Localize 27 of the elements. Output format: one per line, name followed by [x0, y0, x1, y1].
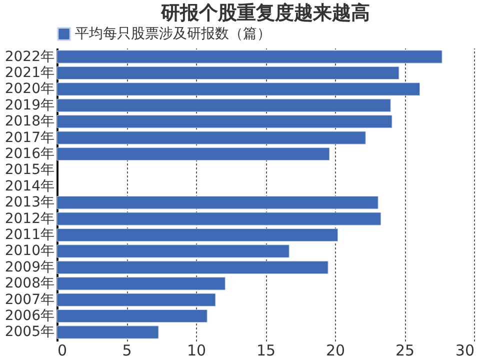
y-tick-label: 2015年 — [4, 162, 54, 178]
x-tick-label: 30 — [455, 342, 474, 360]
y-tick-label: 2021年 — [4, 64, 54, 81]
chart-title: 研报个股重复度越来越高 — [160, 2, 370, 24]
x-tick-label: 25 — [395, 342, 415, 360]
x-tick-label: 0 — [58, 342, 68, 360]
y-tick-label: 2016年 — [4, 146, 54, 162]
y-tick-label: 2007年 — [4, 292, 54, 308]
x-tick-label: 10 — [186, 342, 206, 360]
x-tick-label: 5 — [122, 342, 132, 360]
x-tick-label: 15 — [256, 342, 276, 360]
y-tick-label: 2018年 — [4, 114, 54, 130]
y-tick-label: 2017年 — [4, 130, 54, 146]
y-tick-label: 2006年 — [4, 308, 54, 324]
y-tick-label: 2020年 — [4, 81, 54, 98]
y-tick-label: 2008年 — [4, 276, 54, 292]
x-tick-label: 20 — [326, 342, 346, 360]
y-tick-label: 2005年 — [4, 324, 54, 340]
y-tick-label: 2009年 — [4, 259, 54, 276]
legend-label: 平均每只股票涉及研报数（篇） — [75, 26, 271, 42]
y-tick-label: 2013年 — [4, 194, 54, 211]
y-tick-label: 2011年 — [4, 227, 54, 244]
y-tick-label: 2012年 — [4, 210, 54, 227]
y-tick-label: 2022年 — [4, 48, 54, 65]
y-tick-label: 2014年 — [4, 178, 54, 194]
y-tick-label: 2010年 — [4, 243, 54, 260]
y-tick-label: 2019年 — [4, 97, 54, 114]
